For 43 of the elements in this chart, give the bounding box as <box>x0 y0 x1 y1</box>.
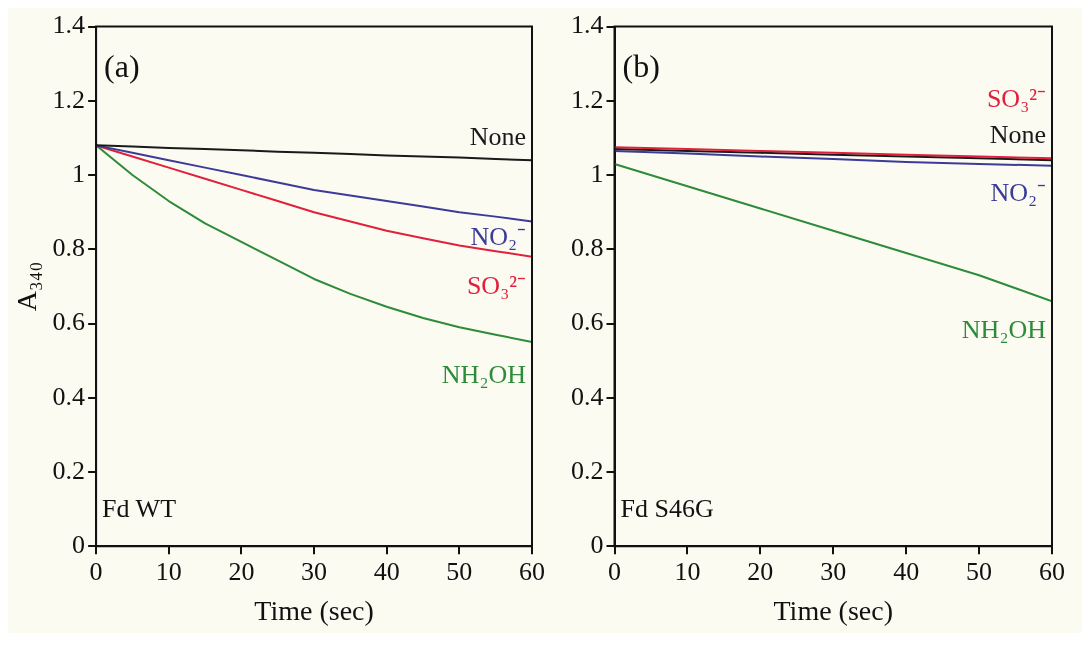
x-tick-label: 40 <box>373 556 400 586</box>
series-label: NH₂OH <box>441 359 527 389</box>
annotation: Fd S46G <box>620 494 714 524</box>
x-axis-title: Time (sec) <box>254 594 374 626</box>
y-tick-label: 0.2 <box>52 455 86 485</box>
annotation: Fd WT <box>102 494 177 524</box>
y-tick-label: 0.4 <box>571 381 604 411</box>
series-label: SO₃²⁻ <box>466 270 526 300</box>
series-label: NO₂⁻ <box>470 222 526 252</box>
x-tick-label: 10 <box>674 556 701 586</box>
y-tick-label: 1.4 <box>571 10 604 40</box>
series-label: NH₂OH <box>961 315 1047 345</box>
series-label: None <box>989 120 1046 150</box>
x-tick-label: 40 <box>893 556 920 586</box>
y-tick-label: 1 <box>72 158 86 188</box>
annotation: (a) <box>104 48 140 85</box>
y-tick-label: 0.8 <box>52 233 86 263</box>
x-tick-label: 60 <box>1039 556 1065 586</box>
y-tick-label: 1.2 <box>571 84 604 114</box>
y-tick-label: 0.2 <box>571 455 604 485</box>
y-tick-label: 1.2 <box>52 84 86 114</box>
x-tick-label: 20 <box>228 556 255 586</box>
y-tick-label: 1.4 <box>52 10 86 40</box>
y-tick-label: 0 <box>72 530 86 560</box>
annotation: (b) <box>622 48 660 85</box>
y-tick-label: 0 <box>590 530 604 560</box>
x-tick-label: 50 <box>966 556 993 586</box>
y-tick-label: 0.8 <box>571 233 604 263</box>
y-tick-label: 0.6 <box>571 307 604 337</box>
x-tick-label: 20 <box>747 556 774 586</box>
x-tick-label: 60 <box>519 556 545 586</box>
y-tick-label: 0.4 <box>52 381 86 411</box>
series-label: NO₂⁻ <box>990 177 1046 207</box>
series-label: None <box>469 122 526 152</box>
x-tick-label: 30 <box>820 556 847 586</box>
x-tick-label: 30 <box>301 556 328 586</box>
y-tick-label: 1 <box>590 158 604 188</box>
series-label: SO₃²⁻ <box>986 84 1046 114</box>
y-axis-title: A₃₄₀ <box>11 261 43 312</box>
x-tick-label: 50 <box>446 556 473 586</box>
x-axis-title: Time (sec) <box>773 594 894 626</box>
y-tick-label: 0.6 <box>52 307 86 337</box>
x-tick-label: 10 <box>155 556 182 586</box>
